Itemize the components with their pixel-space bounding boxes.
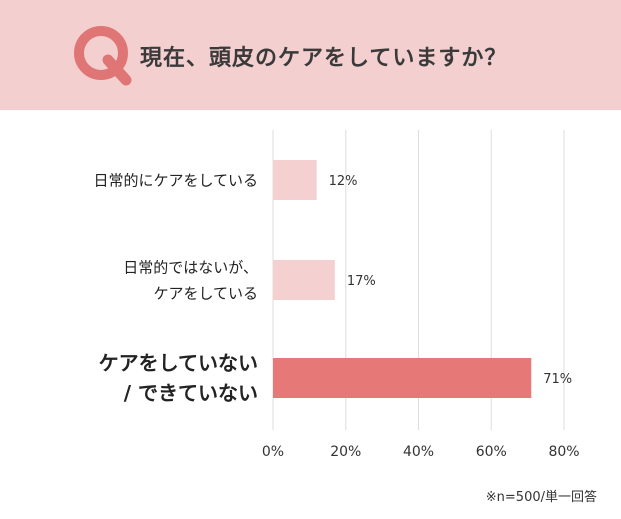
category-label: 日常的ではないが、 xyxy=(123,258,258,276)
q-mark-icon xyxy=(74,26,132,86)
question-header: 現在、頭皮のケアをしていますか？ xyxy=(0,0,621,110)
category-label: ケアをしていない xyxy=(99,351,258,375)
data-label: 71% xyxy=(543,372,572,387)
x-tick-label: 80% xyxy=(548,444,579,460)
category-label: ケアをしている xyxy=(153,284,258,302)
x-tick-label: 40% xyxy=(403,444,434,460)
bar-chart: 0% 20% 40% 60% 80% 12% 日常的にケアをしている 17% 日常的ではないが、… xyxy=(93,130,580,460)
x-tick-label: 60% xyxy=(476,444,507,460)
bar xyxy=(273,160,317,200)
data-label: 17% xyxy=(347,274,376,289)
footnote: ※n=500/単一回答 xyxy=(485,490,597,505)
data-label: 12% xyxy=(329,174,358,189)
category-label: / できていない xyxy=(124,381,258,405)
category-label: 日常的にケアをしている xyxy=(93,171,258,189)
bar xyxy=(273,358,532,398)
question-title: 現在、頭皮のケアをしていますか？ xyxy=(140,46,508,71)
x-tick-label: 20% xyxy=(330,444,361,460)
x-tick-label: 0% xyxy=(262,444,284,460)
bar xyxy=(273,260,335,300)
